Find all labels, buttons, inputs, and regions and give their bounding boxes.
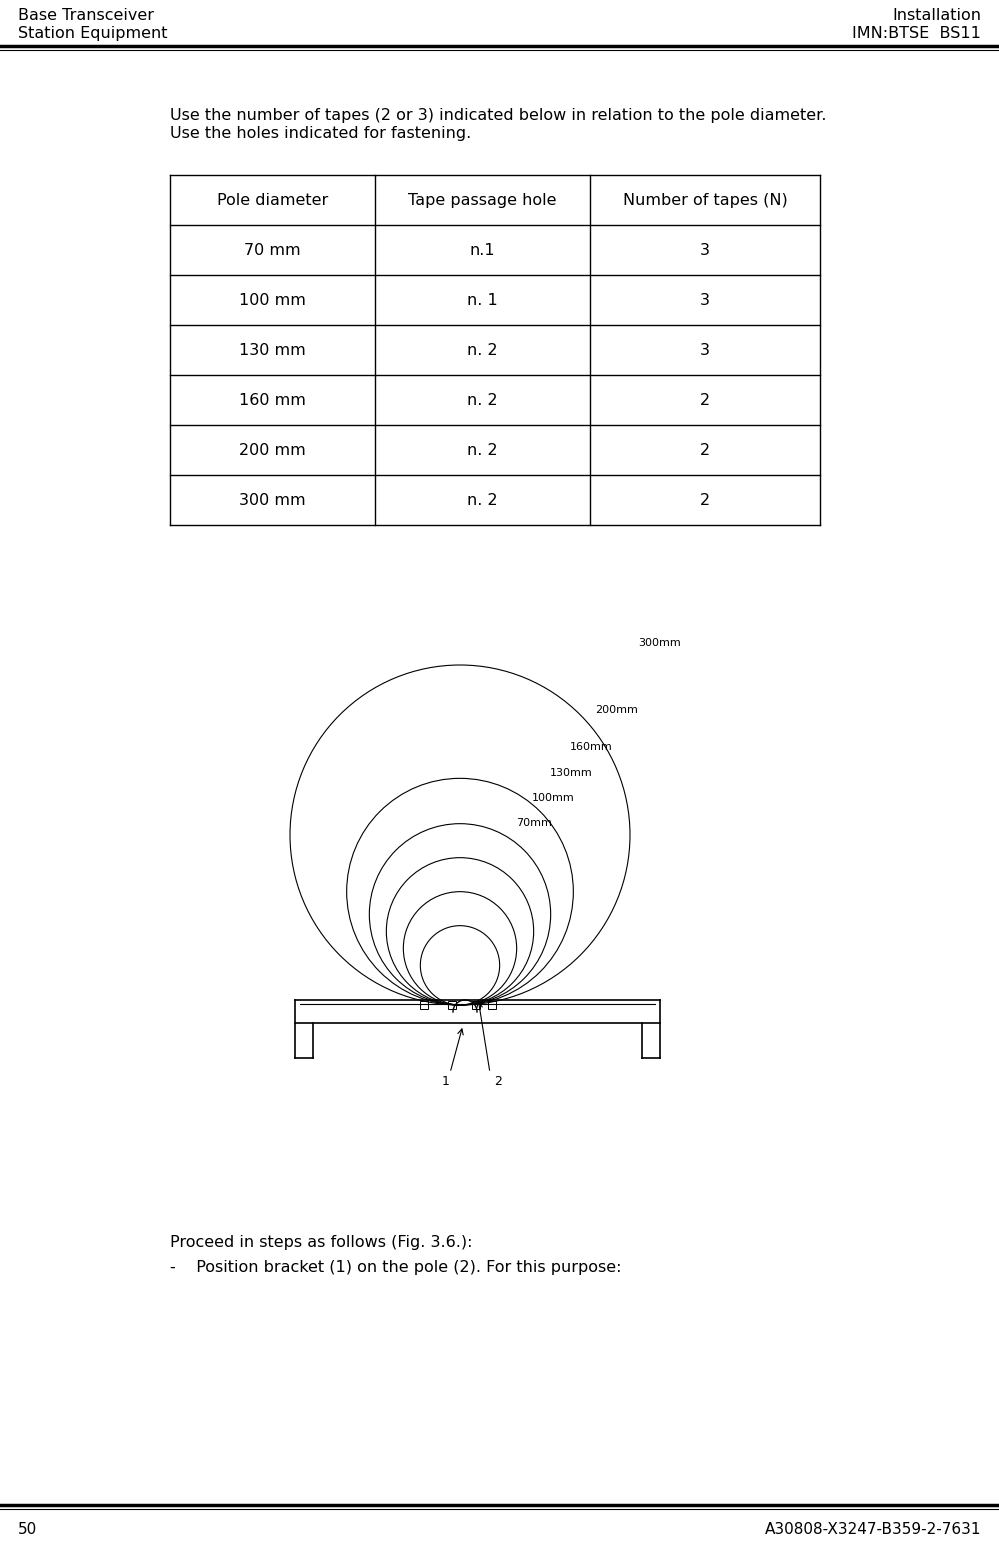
- Bar: [488, 1001, 496, 1009]
- Text: 3: 3: [700, 292, 710, 308]
- Text: 2: 2: [700, 493, 710, 507]
- Text: Number of tapes (N): Number of tapes (N): [622, 193, 787, 207]
- Text: n. 2: n. 2: [468, 442, 498, 458]
- Text: 160mm: 160mm: [570, 743, 612, 752]
- Text: Use the holes indicated for fastening.: Use the holes indicated for fastening.: [170, 125, 472, 141]
- Text: 100mm: 100mm: [532, 794, 574, 803]
- Text: n.1: n.1: [470, 243, 496, 258]
- Text: 100 mm: 100 mm: [239, 292, 306, 308]
- Bar: [448, 1001, 456, 1009]
- Text: A30808-X3247-B359-2-7631: A30808-X3247-B359-2-7631: [764, 1522, 981, 1538]
- Text: n. 2: n. 2: [468, 343, 498, 357]
- Text: 1: 1: [443, 1075, 450, 1088]
- Text: 200 mm: 200 mm: [239, 442, 306, 458]
- Text: Pole diameter: Pole diameter: [217, 193, 328, 207]
- Text: 70 mm: 70 mm: [244, 243, 301, 258]
- Text: 3: 3: [700, 243, 710, 258]
- Text: Proceed in steps as follows (Fig. 3.6.):: Proceed in steps as follows (Fig. 3.6.):: [170, 1235, 473, 1250]
- Text: Installation: Installation: [892, 8, 981, 23]
- Text: 160 mm: 160 mm: [239, 393, 306, 408]
- Text: IMN:BTSE  BS11: IMN:BTSE BS11: [852, 26, 981, 42]
- Text: 130 mm: 130 mm: [239, 343, 306, 357]
- Bar: [420, 1001, 428, 1009]
- Bar: [472, 1001, 480, 1009]
- Text: 70mm: 70mm: [516, 818, 551, 828]
- Text: n. 2: n. 2: [468, 493, 498, 507]
- Text: Station Equipment: Station Equipment: [18, 26, 168, 42]
- Text: n. 1: n. 1: [468, 292, 498, 308]
- Text: Tape passage hole: Tape passage hole: [409, 193, 556, 207]
- Text: Base Transceiver: Base Transceiver: [18, 8, 154, 23]
- Text: 300 mm: 300 mm: [239, 493, 306, 507]
- Text: 50: 50: [18, 1522, 37, 1538]
- Text: 2: 2: [700, 393, 710, 408]
- Text: 300mm: 300mm: [638, 637, 680, 648]
- Text: 2: 2: [494, 1075, 501, 1088]
- Text: 200mm: 200mm: [595, 705, 638, 715]
- Text: 2: 2: [700, 442, 710, 458]
- Text: -    Position bracket (1) on the pole (2). For this purpose:: - Position bracket (1) on the pole (2). …: [170, 1259, 621, 1275]
- Text: Use the number of tapes (2 or 3) indicated below in relation to the pole diamete: Use the number of tapes (2 or 3) indicat…: [170, 108, 826, 124]
- Text: 3: 3: [700, 343, 710, 357]
- Text: 130mm: 130mm: [550, 767, 592, 778]
- Text: n. 2: n. 2: [468, 393, 498, 408]
